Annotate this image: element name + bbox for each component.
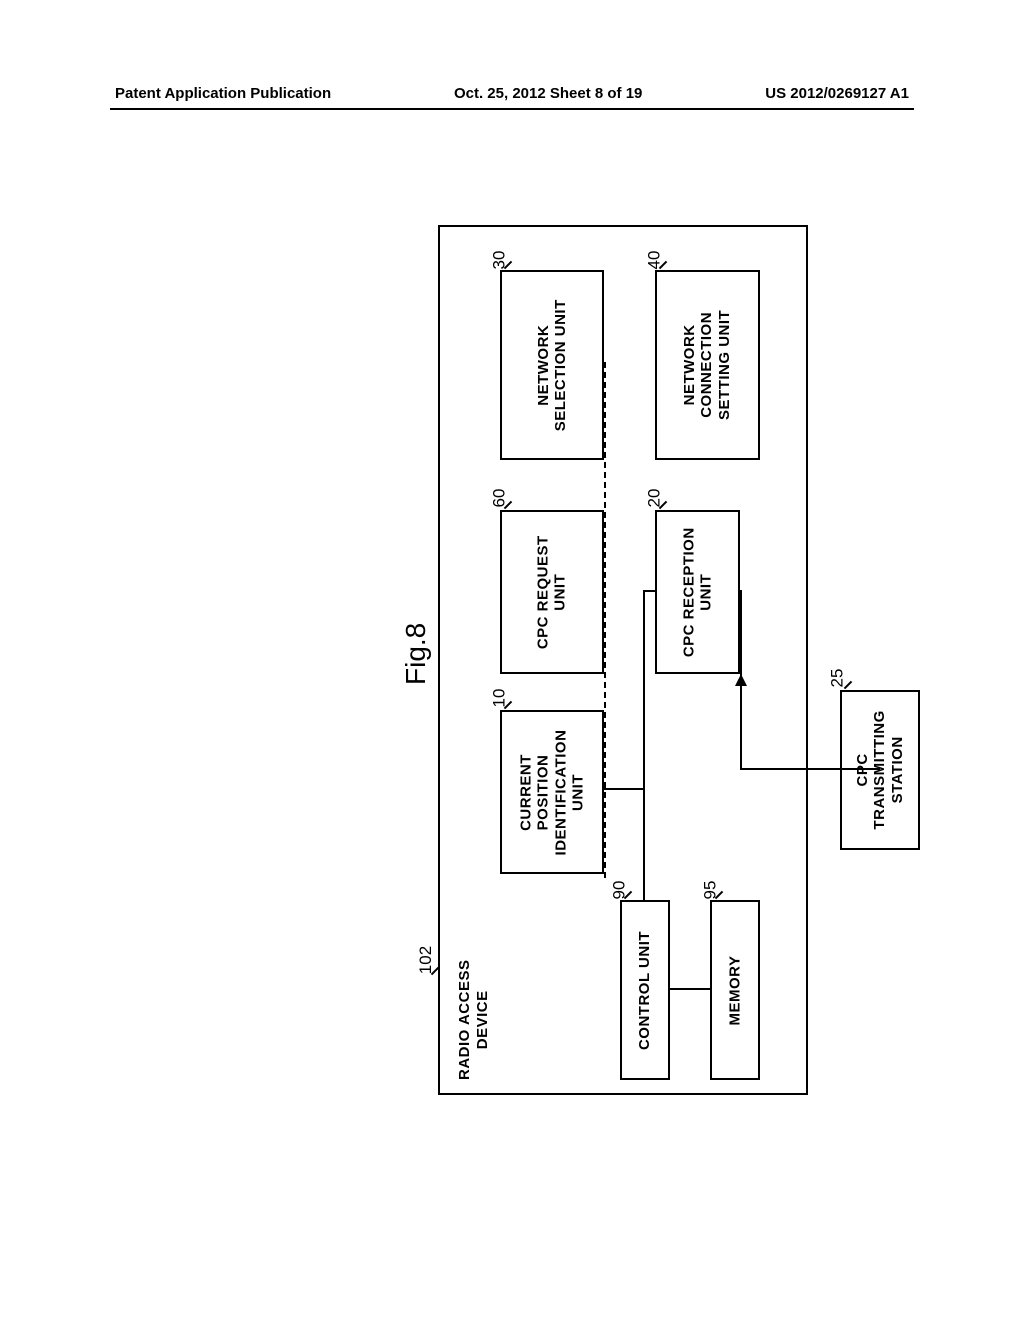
conn-cpc-tx-h1 bbox=[740, 768, 880, 770]
cpc-reception-unit: CPC RECEPTIONUNIT bbox=[655, 510, 740, 674]
conn-bus-to-curpos bbox=[604, 788, 645, 790]
conn-bus-vert bbox=[643, 590, 645, 790]
cpc-transmitting-station: CPCTRANSMITTINGSTATION bbox=[840, 690, 920, 850]
network-selection-unit: NETWORKSELECTION UNIT bbox=[500, 270, 604, 460]
network-connection-label: NETWORKCONNECTIONSETTING UNIT bbox=[682, 310, 734, 420]
ref-25: 25 bbox=[827, 669, 847, 688]
current-position-unit: CURRENTPOSITIONIDENTIFICATIONUNIT bbox=[500, 710, 604, 874]
header-left: Patent Application Publication bbox=[115, 85, 331, 102]
conn-bus-to-cpcrec bbox=[643, 590, 655, 592]
memory-label: MEMORY bbox=[727, 955, 744, 1025]
cpc-transmitting-label: CPCTRANSMITTINGSTATION bbox=[854, 710, 906, 829]
header-divider bbox=[110, 108, 914, 110]
header-right: US 2012/0269127 A1 bbox=[765, 85, 909, 102]
conn-control-memory bbox=[670, 988, 710, 990]
control-unit: CONTROL UNIT bbox=[620, 900, 670, 1080]
figure-label: Fig.8 bbox=[400, 623, 432, 685]
dashed-connector-top bbox=[604, 362, 606, 878]
memory-unit: MEMORY bbox=[710, 900, 760, 1080]
current-position-label: CURRENTPOSITIONIDENTIFICATIONUNIT bbox=[518, 729, 587, 855]
conn-control-vert bbox=[643, 790, 645, 900]
header-center: Oct. 25, 2012 Sheet 8 of 19 bbox=[454, 85, 642, 102]
diagram: Fig.8 RADIO ACCESSDEVICE 102 CURRENTPOSI… bbox=[110, 210, 910, 1120]
cpc-request-label: CPC REQUESTUNIT bbox=[535, 535, 570, 649]
device-label: RADIO ACCESSDEVICE bbox=[456, 960, 492, 1080]
network-connection-unit: NETWORKCONNECTIONSETTING UNIT bbox=[655, 270, 760, 460]
cpc-request-unit: CPC REQUESTUNIT bbox=[500, 510, 604, 674]
arrow-cpc-rx bbox=[735, 674, 747, 686]
network-selection-label: NETWORKSELECTION UNIT bbox=[535, 299, 570, 431]
cpc-reception-label: CPC RECEPTIONUNIT bbox=[680, 527, 715, 657]
page-header: Patent Application Publication Oct. 25, … bbox=[0, 85, 1024, 102]
control-unit-label: CONTROL UNIT bbox=[637, 930, 654, 1049]
